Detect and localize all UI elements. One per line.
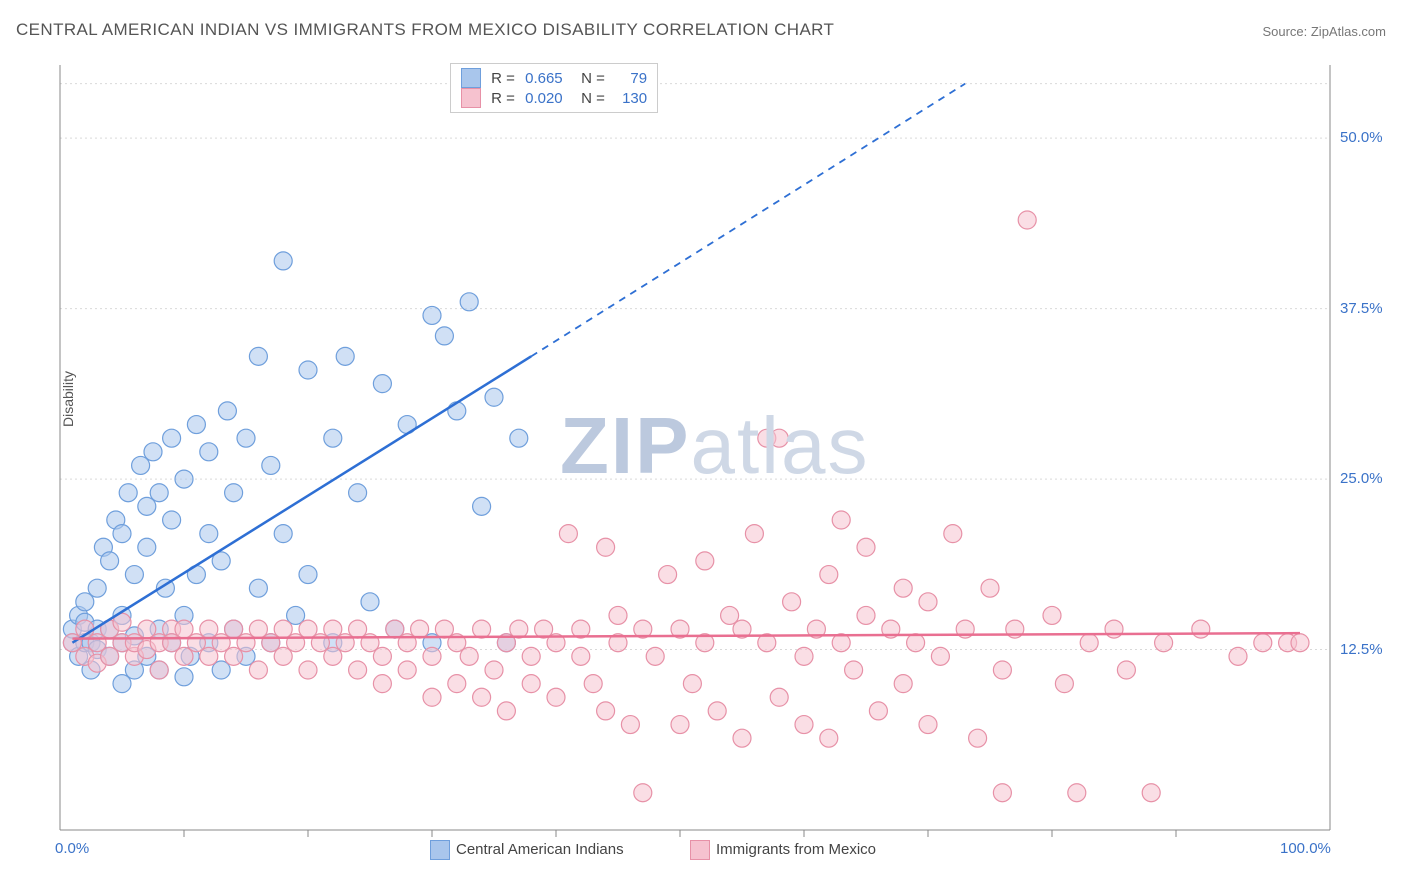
legend-label: Central American Indians	[456, 841, 624, 858]
stats-n-label: N =	[569, 90, 609, 107]
chart-title: CENTRAL AMERICAN INDIAN VS IMMIGRANTS FR…	[16, 20, 834, 40]
legend-swatch	[430, 840, 450, 860]
stats-r-value: 0.665	[525, 70, 563, 87]
y-tick-label: 12.5%	[1340, 641, 1383, 658]
y-tick-label: 37.5%	[1340, 300, 1383, 317]
legend-swatch	[461, 88, 481, 108]
source-link[interactable]: ZipAtlas.com	[1311, 24, 1386, 39]
legend-item: Central American Indians	[430, 840, 624, 860]
legend-swatch	[690, 840, 710, 860]
stats-row: R = 0.665 N = 79	[461, 68, 647, 88]
stats-legend: R = 0.665 N = 79 R = 0.020 N = 130	[450, 63, 658, 113]
source-prefix: Source:	[1262, 24, 1310, 39]
y-axis-label: Disability	[60, 371, 76, 427]
chart-svg	[50, 60, 1340, 850]
x-axis-min-label: 0.0%	[55, 840, 89, 857]
legend-label: Immigrants from Mexico	[716, 841, 876, 858]
plot-area: Disability ZIPatlas	[50, 60, 1340, 850]
stats-n-value: 79	[615, 70, 647, 87]
stats-r-value: 0.020	[525, 90, 563, 107]
stats-n-value: 130	[615, 90, 647, 107]
stats-r-label: R =	[487, 90, 519, 107]
legend-item: Immigrants from Mexico	[690, 840, 876, 860]
y-tick-label: 25.0%	[1340, 470, 1383, 487]
stats-row: R = 0.020 N = 130	[461, 88, 647, 108]
source-attribution: Source: ZipAtlas.com	[1262, 24, 1386, 39]
stats-r-label: R =	[487, 70, 519, 87]
stats-n-label: N =	[569, 70, 609, 87]
y-tick-label: 50.0%	[1340, 129, 1383, 146]
x-axis-max-label: 100.0%	[1280, 840, 1331, 857]
legend-swatch	[461, 68, 481, 88]
